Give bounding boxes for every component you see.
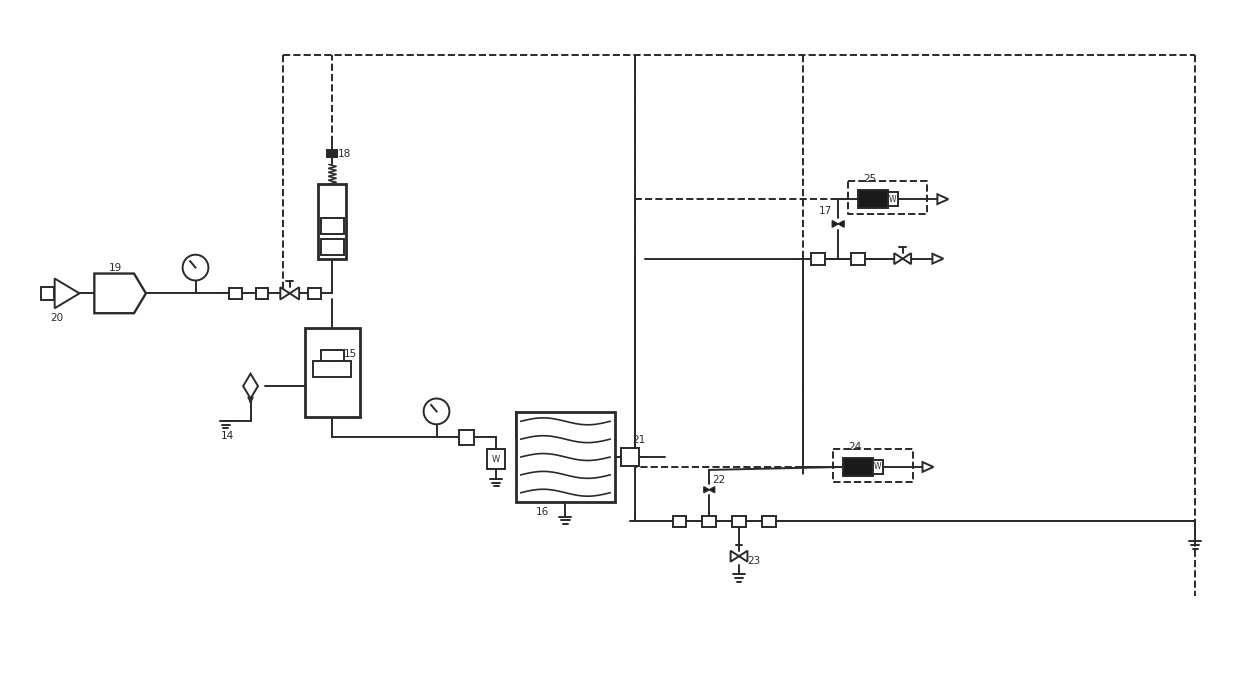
Polygon shape bbox=[894, 253, 903, 264]
Text: 19: 19 bbox=[109, 262, 123, 273]
Polygon shape bbox=[832, 220, 838, 227]
Text: 23: 23 bbox=[746, 556, 760, 566]
Text: 15: 15 bbox=[345, 349, 357, 359]
Bar bbox=[319, 184, 346, 259]
Bar bbox=[487, 449, 505, 469]
Bar bbox=[228, 288, 242, 299]
Bar bbox=[851, 253, 866, 264]
Circle shape bbox=[182, 255, 208, 281]
Text: 16: 16 bbox=[536, 506, 549, 517]
Text: W: W bbox=[874, 462, 882, 471]
Polygon shape bbox=[280, 287, 290, 300]
Polygon shape bbox=[709, 487, 714, 493]
Bar bbox=[321, 218, 343, 234]
Text: 20: 20 bbox=[50, 313, 63, 323]
Polygon shape bbox=[937, 194, 949, 204]
Polygon shape bbox=[923, 462, 934, 472]
Text: 21: 21 bbox=[632, 435, 645, 445]
Text: 22: 22 bbox=[712, 475, 725, 485]
Polygon shape bbox=[243, 374, 258, 399]
Bar bbox=[858, 191, 888, 208]
Bar bbox=[843, 458, 873, 476]
Polygon shape bbox=[730, 551, 739, 561]
Text: 18: 18 bbox=[337, 149, 351, 159]
Bar bbox=[305, 328, 360, 418]
Bar bbox=[255, 288, 268, 299]
Bar bbox=[888, 193, 898, 206]
Bar bbox=[321, 239, 343, 255]
Bar bbox=[873, 460, 883, 474]
Text: 17: 17 bbox=[818, 206, 832, 216]
Text: 24: 24 bbox=[848, 442, 862, 452]
Bar bbox=[672, 515, 687, 527]
Circle shape bbox=[424, 399, 449, 424]
Text: 25: 25 bbox=[863, 174, 877, 184]
Polygon shape bbox=[704, 487, 709, 493]
Bar bbox=[761, 515, 776, 527]
Text: 14: 14 bbox=[221, 431, 234, 441]
Text: W: W bbox=[492, 454, 500, 464]
Bar bbox=[516, 412, 615, 502]
Bar bbox=[459, 430, 474, 445]
Bar bbox=[314, 361, 351, 377]
Bar bbox=[621, 448, 639, 466]
Bar bbox=[308, 288, 321, 299]
Polygon shape bbox=[932, 254, 944, 264]
Bar bbox=[321, 351, 343, 361]
Polygon shape bbox=[838, 220, 844, 227]
Polygon shape bbox=[739, 551, 748, 561]
Polygon shape bbox=[94, 273, 146, 313]
Polygon shape bbox=[903, 253, 911, 264]
Bar bbox=[41, 287, 53, 300]
Polygon shape bbox=[55, 279, 79, 308]
Bar bbox=[811, 253, 826, 264]
Bar bbox=[327, 150, 337, 157]
Bar bbox=[702, 515, 717, 527]
Text: W: W bbox=[889, 195, 897, 203]
Polygon shape bbox=[290, 287, 299, 300]
Bar bbox=[732, 515, 746, 527]
